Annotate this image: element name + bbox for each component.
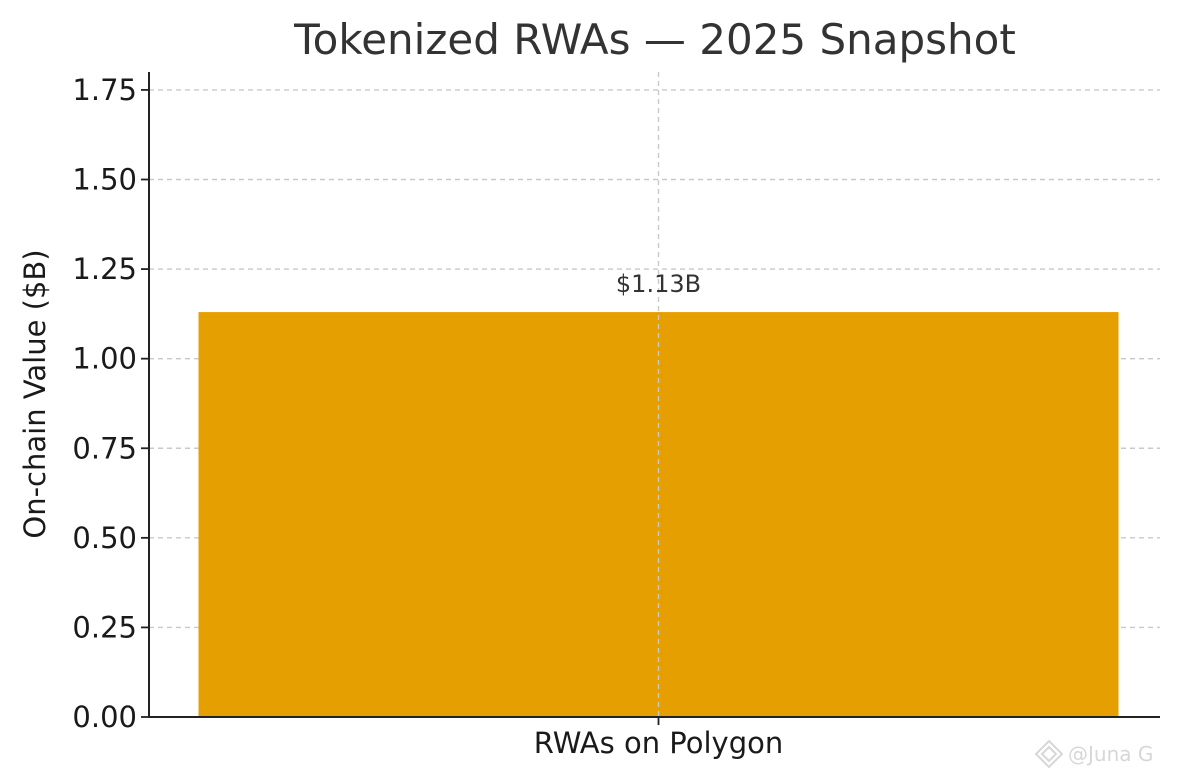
y-tick-label: 0.50 (72, 521, 137, 555)
watermark-text: @Juna G (1068, 742, 1153, 766)
watermark: @Juna G (1034, 739, 1153, 769)
bars (198, 72, 1119, 717)
chart-title: Tokenized RWAs — 2025 Snapshot (293, 15, 1016, 64)
y-tick-label: 0.75 (72, 431, 137, 465)
y-tick-label: 1.75 (72, 73, 137, 107)
y-tick-label: 1.25 (72, 252, 137, 286)
y-tick-label: 0.00 (72, 700, 137, 734)
y-axis-label: On-chain Value ($B) (18, 249, 52, 538)
y-ticks: 0.00 0.25 0.50 0.75 1.00 1.25 1.50 1.75 (72, 73, 149, 734)
binance-diamond-icon (1034, 739, 1064, 769)
x-ticks: RWAs on Polygon (534, 717, 784, 760)
y-tick-label: 1.00 (72, 342, 137, 376)
data-labels: $1.13B (616, 270, 701, 298)
x-tick-label: RWAs on Polygon (534, 726, 784, 760)
y-tick-label: 1.50 (72, 163, 137, 197)
y-tick-label: 0.25 (72, 610, 137, 644)
bar-value-label: $1.13B (616, 270, 701, 298)
